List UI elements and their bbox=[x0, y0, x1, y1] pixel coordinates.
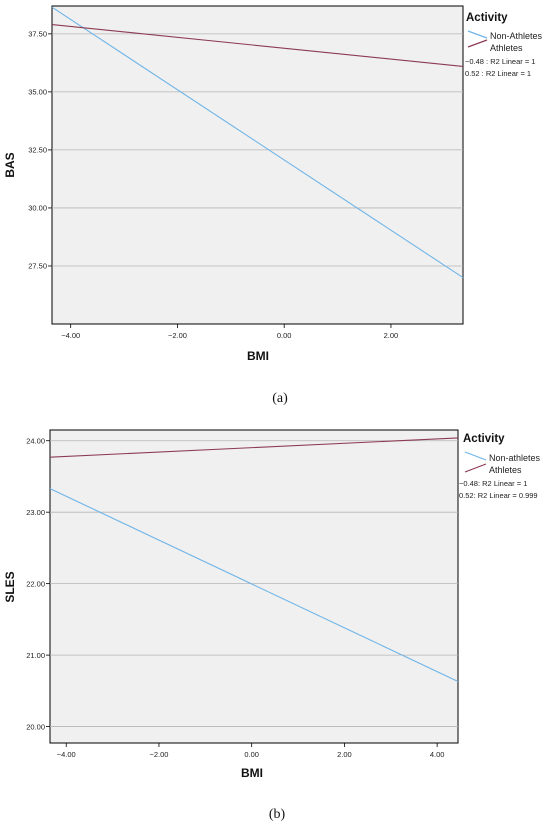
series-line-a-non-athletes bbox=[51, 6, 464, 279]
legend-title-a: Activity bbox=[466, 12, 508, 24]
gridlines-b bbox=[50, 440, 458, 727]
x-tick-label-a-1: −2.00 bbox=[168, 331, 187, 340]
x-tick-label-a-0: −4.00 bbox=[61, 331, 80, 340]
series-group-a bbox=[51, 6, 464, 279]
fit-annotation-b-1: −0.48: R2 Linear = 1 bbox=[459, 479, 527, 488]
legend-swatch-non-athletes-b bbox=[464, 451, 487, 461]
y-tick-label-b-1: 21.00 bbox=[26, 651, 45, 660]
fit-annotation-a-1: −0.48 : R2 Linear = 1 bbox=[465, 57, 535, 66]
legend-label-non-athletes-a: Non-Athletes bbox=[490, 31, 543, 41]
legend-label-athletes-b: Athletes bbox=[489, 465, 522, 475]
x-tick-label-a-3: 2.00 bbox=[384, 331, 399, 340]
chart-panel-b: 20.00 21.00 22.00 23.00 24.00 −4.00 −2.00 0.00… bbox=[3, 429, 541, 822]
legend-b: Activity Non-athletes Athletes −0.48: R2… bbox=[459, 433, 541, 500]
y-tick-labels-a: 27.50 30.00 32.50 35.00 37.50 bbox=[28, 30, 52, 271]
series-line-b-non-athletes bbox=[49, 488, 459, 682]
panel-caption-b: (b) bbox=[269, 807, 286, 822]
y-tick-label-a-2: 32.50 bbox=[28, 146, 47, 155]
legend-label-athletes-a: Athletes bbox=[490, 43, 523, 53]
y-tick-label-b-0: 20.00 bbox=[26, 722, 45, 731]
y-tick-label-b-3: 23.00 bbox=[26, 508, 45, 517]
fit-annotation-a-2: 0.52 : R2 Linear = 1 bbox=[465, 69, 531, 78]
plot-area-a bbox=[51, 5, 464, 325]
legend-swatch-athletes-b bbox=[464, 463, 487, 473]
y-tick-label-a-1: 30.00 bbox=[28, 204, 47, 213]
legend-label-non-athletes-b: Non-athletes bbox=[489, 453, 541, 463]
series-line-a-athletes bbox=[51, 24, 464, 67]
x-tick-label-b-2: 0.00 bbox=[244, 750, 259, 759]
y-tick-label-b-4: 24.00 bbox=[26, 436, 45, 445]
x-tick-label-b-3: 2.00 bbox=[337, 750, 352, 759]
y-tick-label-a-3: 35.00 bbox=[28, 88, 47, 97]
x-axis-title-b: BMI bbox=[241, 766, 263, 780]
plot-area-b bbox=[49, 429, 459, 744]
y-tick-labels-b: 20.00 21.00 22.00 23.00 24.00 bbox=[26, 436, 50, 731]
x-tick-label-b-0: −4.00 bbox=[57, 750, 76, 759]
y-axis-title-b: SLES bbox=[3, 571, 17, 602]
x-tick-label-b-4: 4.00 bbox=[430, 750, 445, 759]
y-tick-label-a-4: 37.50 bbox=[28, 30, 47, 39]
x-tick-label-a-2: 0.00 bbox=[277, 331, 292, 340]
gridlines-a bbox=[52, 33, 463, 267]
legend-a: Activity Non-Athletes Athletes −0.48 : R… bbox=[465, 12, 543, 78]
chart-panel-a: 27.50 30.00 32.50 35.00 37.50 −4.00 −2.00 0.00… bbox=[3, 5, 543, 406]
legend-swatch-athletes-a bbox=[467, 39, 488, 48]
x-axis-title-a: BMI bbox=[247, 349, 269, 363]
legend-title-b: Activity bbox=[463, 433, 505, 445]
y-tick-label-b-2: 22.00 bbox=[26, 579, 45, 588]
fit-annotation-b-2: 0.52: R2 Linear = 0.999 bbox=[459, 491, 538, 500]
y-axis-title-a: BAS bbox=[3, 152, 17, 177]
panel-caption-a: (a) bbox=[272, 391, 288, 406]
series-line-b-athletes bbox=[49, 437, 459, 458]
series-group-b bbox=[49, 437, 459, 682]
x-tick-labels-a: −4.00 −2.00 0.00 2.00 bbox=[61, 324, 398, 340]
x-tick-label-b-1: −2.00 bbox=[149, 750, 168, 759]
y-tick-label-a-0: 27.50 bbox=[28, 262, 47, 271]
legend-swatch-non-athletes-a bbox=[467, 30, 488, 39]
x-tick-labels-b: −4.00 −2.00 0.00 2.00 4.00 bbox=[57, 743, 445, 759]
